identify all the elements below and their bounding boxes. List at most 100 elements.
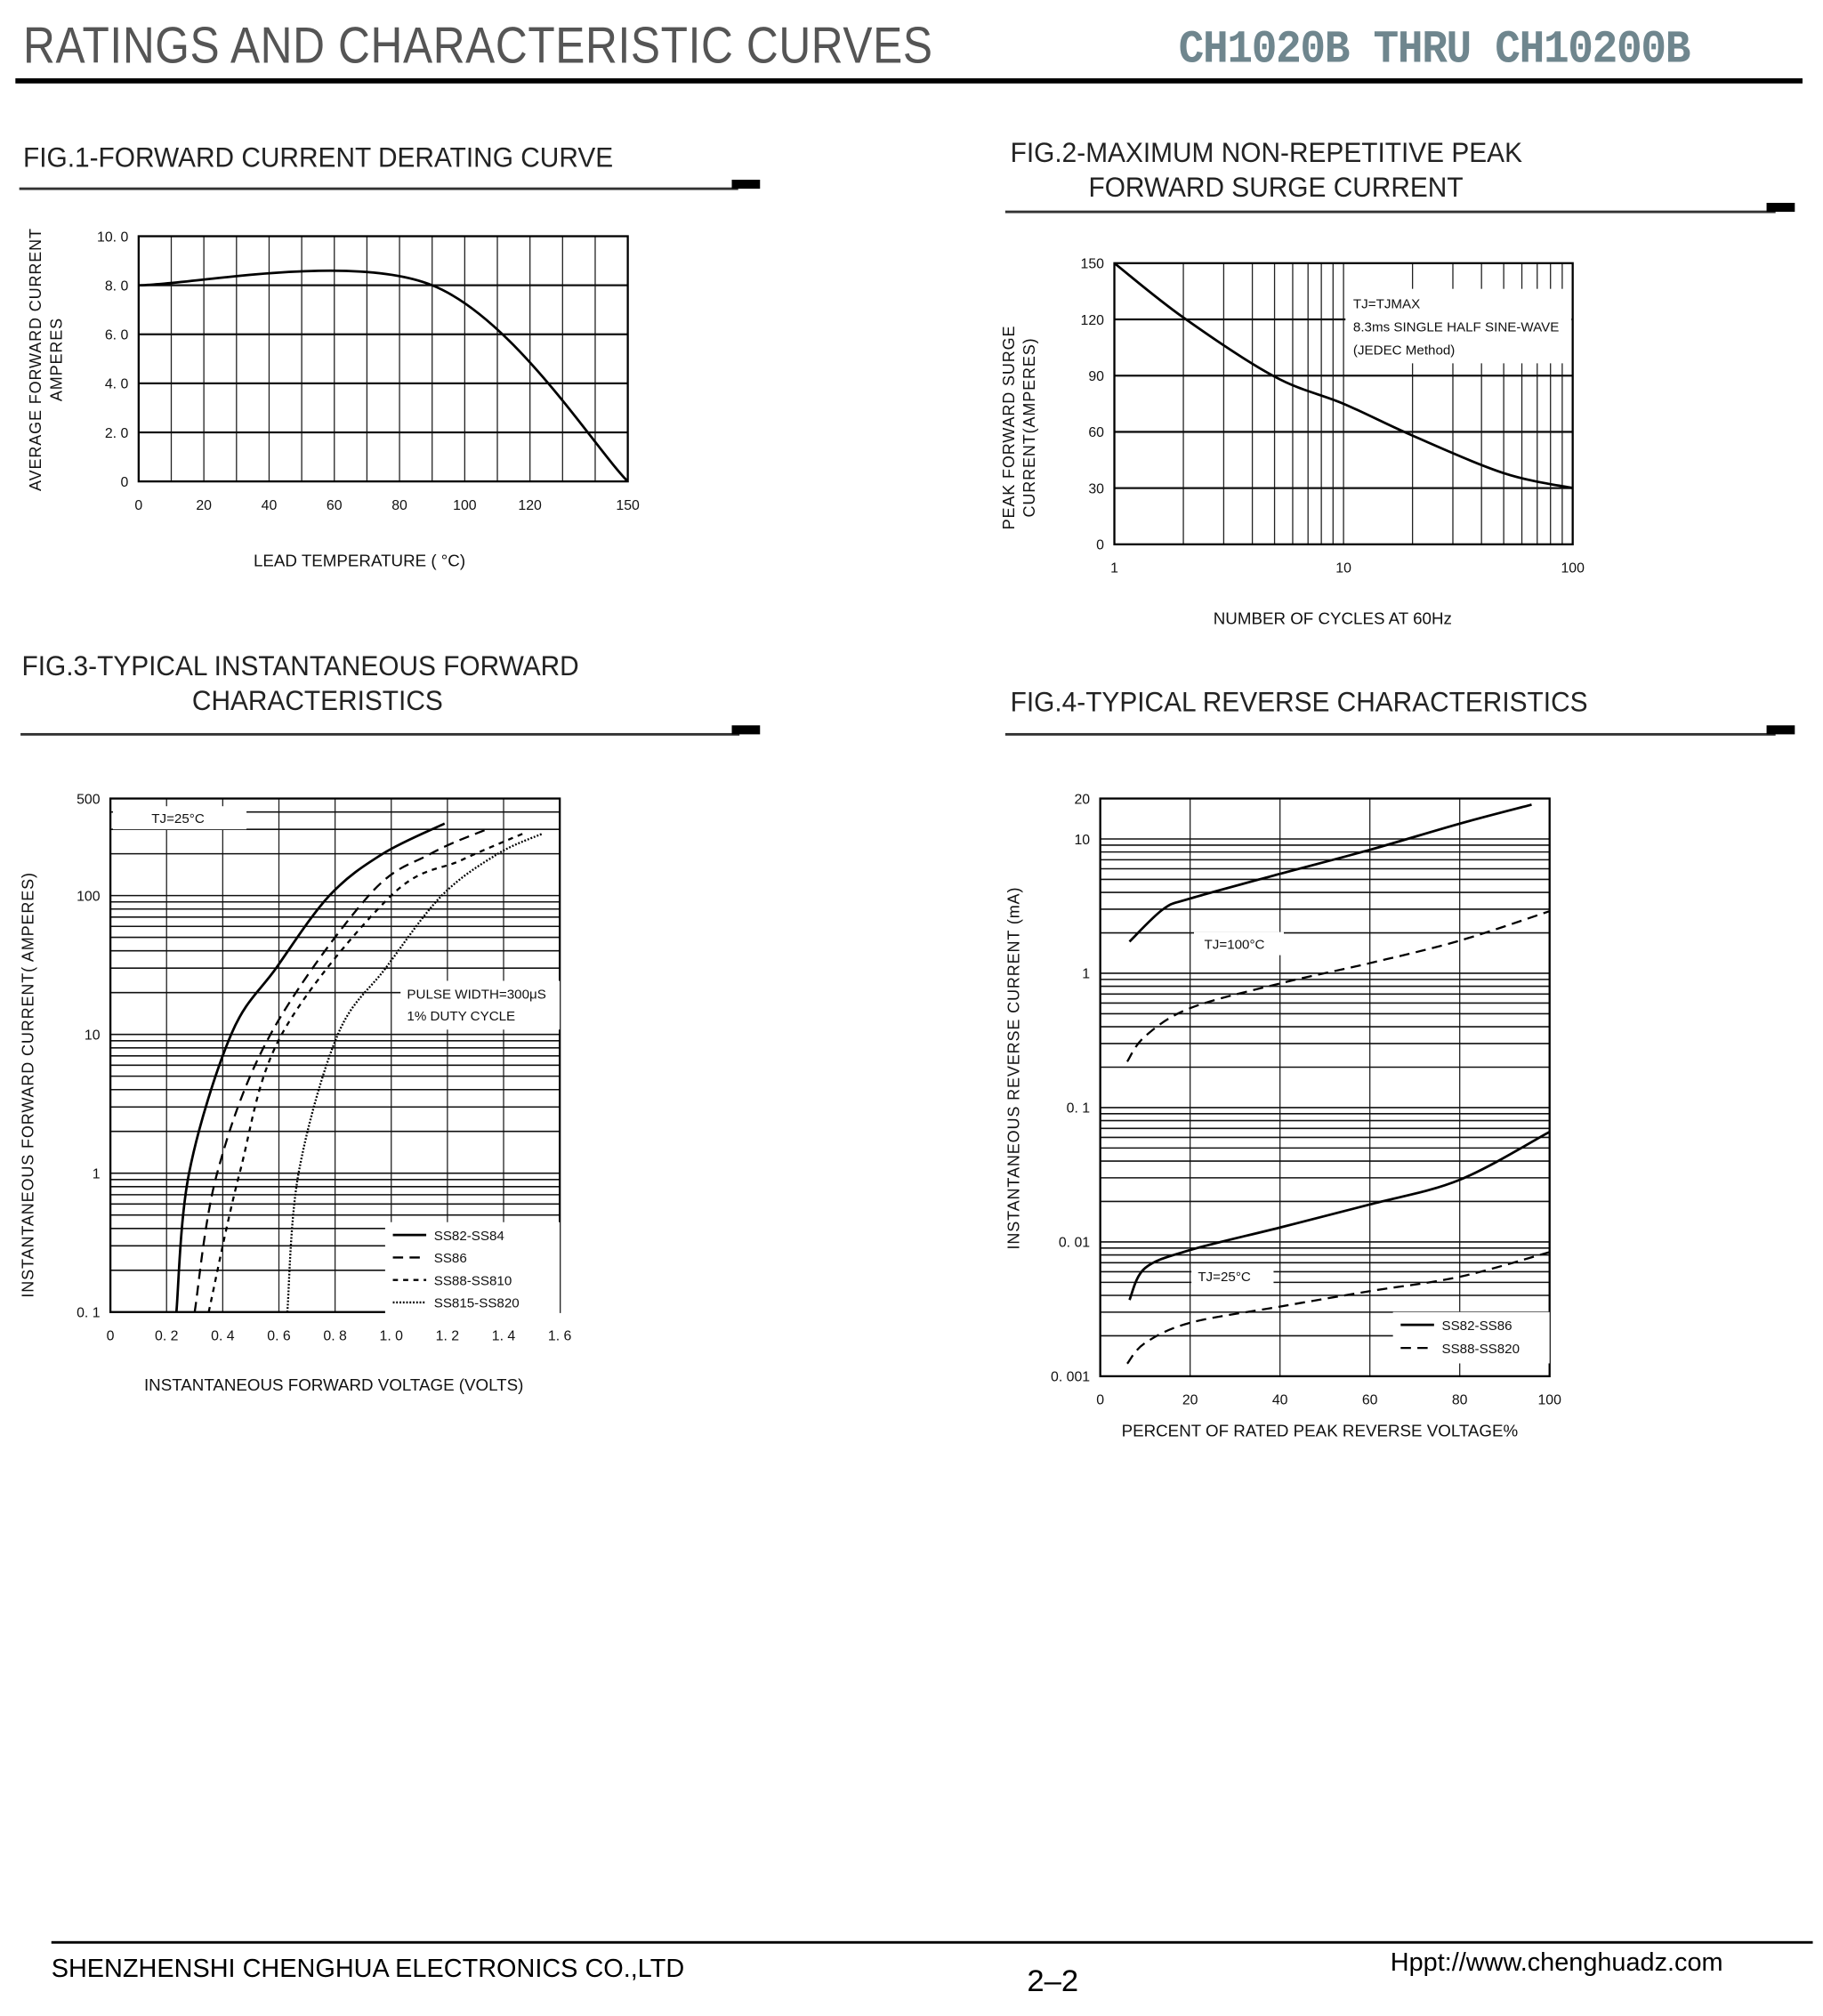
fig2-title: FIG.2-MAXIMUM NON-REPETITIVE PEAK FORWAR… <box>1011 135 1542 205</box>
fig4-title-line: FIG.4-TYPICAL REVERSE CHARACTERISTICS <box>1010 685 1588 718</box>
y-tick-label: 1 <box>93 1166 101 1181</box>
plot-frame <box>1099 797 1551 1378</box>
y-tick-label: 0. 1 <box>1067 1101 1091 1117</box>
fig2-rule-marker <box>1766 202 1795 213</box>
annotation-box <box>400 980 561 1030</box>
footer-company: SHENZHENSHI CHENGHUA ELECTRONICS CO.,LTD <box>51 1955 685 1984</box>
y-tick-label: 150 <box>1081 257 1105 272</box>
fig1-title: FIG.1-FORWARD CURRENT DERATING CURVE <box>23 140 613 174</box>
series-surge <box>1113 262 1573 489</box>
y-tick-label: 0. 1 <box>77 1306 101 1321</box>
legend-label: SS86 <box>434 1251 467 1266</box>
footer-website: Hppt://www.chenghuadz.com <box>1390 1948 1723 1978</box>
annotation-text: (JEDEC Method) <box>1353 343 1455 358</box>
page-title: RATINGS AND CHARACTERISTIC CURVES <box>22 18 933 75</box>
y-axis-label: PEAK FORWARD SURGE <box>1000 326 1018 530</box>
plot-frame <box>137 235 629 483</box>
x-tick-label: 60 <box>1362 1393 1378 1408</box>
legend-label: SS88-SS820 <box>1441 1342 1520 1357</box>
x-tick-label: 0. 8 <box>323 1328 347 1343</box>
fig1-rule-marker <box>731 180 761 190</box>
series-ss815-ss820 <box>286 832 544 1312</box>
fig4-rule <box>1004 732 1776 736</box>
x-tick-label: 100 <box>453 498 477 513</box>
y-tick-label: 90 <box>1088 369 1104 384</box>
series-ss88-ss820-tj-100-c <box>1125 910 1551 1062</box>
x-axis-label: INSTANTANEOUS FORWARD VOLTAGE (VOLTS) <box>144 1375 523 1394</box>
annotation-text: 8.3ms SINGLE HALF SINE-WAVE <box>1353 319 1559 335</box>
y-tick-label: 0. 001 <box>1051 1370 1090 1385</box>
legend-box <box>384 1222 561 1318</box>
legend-label: SS815-SS820 <box>434 1296 520 1311</box>
x-tick-label: 1. 6 <box>548 1328 572 1343</box>
legend-box <box>1392 1311 1550 1364</box>
fig1-rule <box>19 187 738 190</box>
fig2-title-line: FORWARD SURGE CURRENT <box>1088 170 1464 203</box>
x-tick-label: 60 <box>327 498 343 513</box>
fig4-rule-marker <box>1766 725 1795 735</box>
y-tick-label: 10 <box>1074 833 1090 848</box>
fig3-title-line: FIG.3-TYPICAL INSTANTANEOUS FORWARD <box>21 649 579 682</box>
y-tick-label: 2. 0 <box>105 426 129 441</box>
part-range-title: CH1020B THRU CH10200B <box>1178 22 1691 77</box>
x-tick-label: 40 <box>262 498 278 513</box>
fig1-chart: 0 20 40 60 80 100 120 150 0 2. 0 4. 0 6. 0 8. 0 10. 0… <box>27 228 640 569</box>
series-ss88-ss820-tj-25-c <box>1126 1251 1551 1365</box>
fig3-title-line: CHARACTERISTICS <box>191 684 443 717</box>
x-tick-label: 1. 4 <box>492 1328 516 1343</box>
x-tick-label: 0. 2 <box>155 1328 179 1343</box>
y-tick-label: 30 <box>1088 481 1104 496</box>
x-tick-label: 0 <box>1096 1393 1104 1408</box>
annotation-box <box>1193 931 1284 956</box>
x-tick-label: 0 <box>134 498 142 513</box>
footer-page-number: 2–2 <box>1027 1964 1079 1999</box>
x-tick-label: 10 <box>1335 561 1351 577</box>
y-axis-label: INSTANTANEOUS FORWARD CURRENT( AMPERES) <box>20 872 37 1298</box>
annotation-box <box>112 806 247 830</box>
annotation-text: TJ=TJMAX <box>1353 296 1420 311</box>
fig2-rule <box>1004 210 1776 213</box>
fig2-title-line: FIG.2-MAXIMUM NON-REPETITIVE PEAK <box>1010 135 1522 169</box>
y-axis-label: INSTANTANEOUS REVERSE CURRENT (mA) <box>1005 887 1023 1250</box>
y-tick-label: 4. 0 <box>105 377 129 392</box>
header-rule <box>15 78 1803 84</box>
x-tick-label: 100 <box>1561 561 1585 577</box>
x-axis-label: LEAD TEMPERATURE ( °C) <box>254 551 465 569</box>
fig4-title: FIG.4-TYPICAL REVERSE CHARACTERISTICS <box>1011 684 1588 719</box>
y-tick-label: 0 <box>1096 538 1104 553</box>
y-tick-label: 1 <box>1082 967 1090 982</box>
x-tick-label: 20 <box>196 498 212 513</box>
y-tick-label: 10 <box>85 1028 101 1043</box>
series-derating <box>138 269 629 483</box>
series-ss82-ss84 <box>174 822 446 1312</box>
plot-frame <box>1113 262 1574 545</box>
annotation-text: TJ=25°C <box>1198 1270 1251 1285</box>
x-tick-label: 80 <box>391 498 407 513</box>
legend-label: SS88-SS810 <box>434 1273 512 1288</box>
y-axis-label: AVERAGE FORWARD CURRENT <box>27 228 44 491</box>
x-tick-label: 20 <box>1182 1393 1198 1408</box>
y-axis-label: CURRENT(AMPERES) <box>1020 338 1038 518</box>
x-tick-label: 120 <box>518 498 542 513</box>
y-tick-label: 8. 0 <box>105 278 129 294</box>
y-tick-label: 500 <box>77 792 101 807</box>
fig3-rule <box>20 732 740 736</box>
x-tick-label: 1. 2 <box>436 1328 460 1343</box>
y-tick-label: 6. 0 <box>105 328 129 343</box>
x-tick-label: 0. 6 <box>267 1328 291 1343</box>
x-tick-label: 100 <box>1537 1393 1561 1408</box>
footer-rule <box>51 1940 1813 1944</box>
legend-label: SS82-SS86 <box>1441 1318 1512 1334</box>
annotation-box <box>1345 288 1572 364</box>
y-tick-label: 120 <box>1081 313 1105 328</box>
x-tick-label: 150 <box>616 498 640 513</box>
series-ss86 <box>193 828 488 1312</box>
x-tick-label: 1 <box>1110 561 1118 577</box>
x-tick-label: 40 <box>1272 1393 1288 1408</box>
series-ss82-ss86-tj-100-c <box>1128 803 1532 943</box>
y-tick-label: 100 <box>77 889 101 904</box>
y-axis-label: AMPERES <box>47 318 65 401</box>
x-tick-label: 0 <box>107 1328 115 1343</box>
fig4-chart: 0 20 40 60 80 100 0. 001 0. 01 0. 1 1 10 20 PERCENT … <box>1005 792 1561 1439</box>
